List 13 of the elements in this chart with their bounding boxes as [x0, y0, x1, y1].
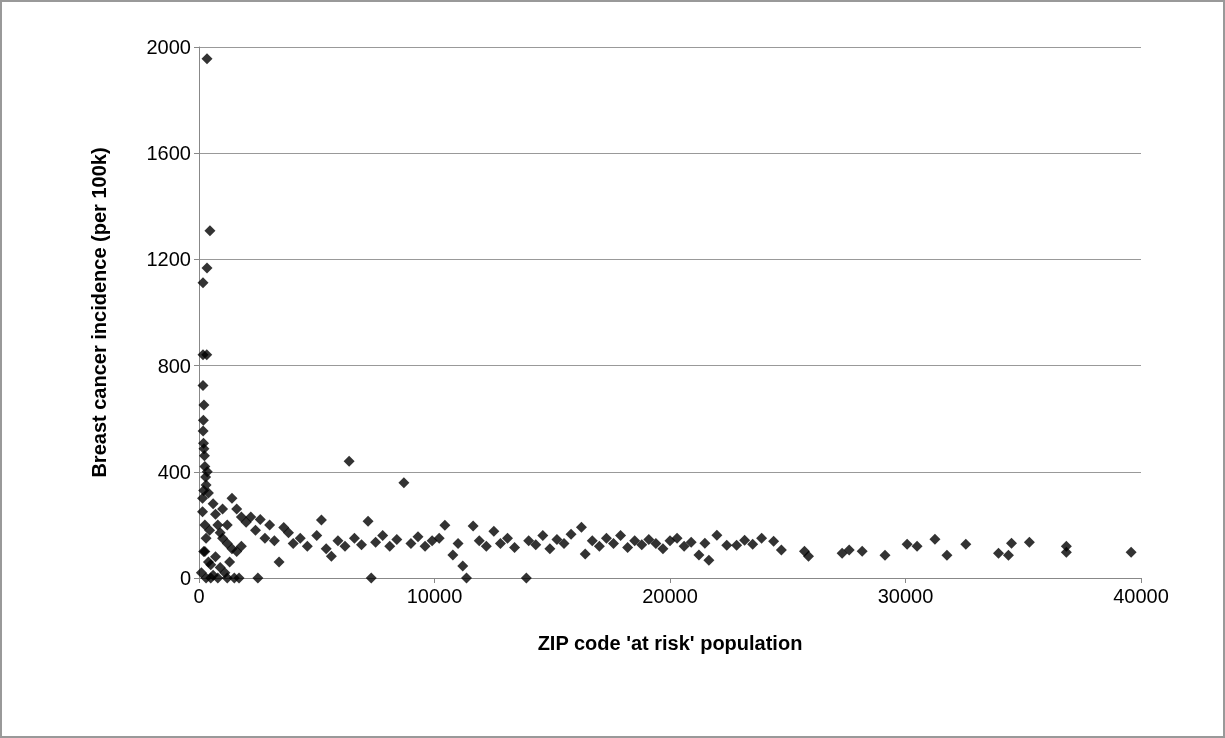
y-tick-label: 2000 — [146, 36, 191, 58]
x-axis-title: ZIP code 'at risk' population — [537, 632, 803, 654]
x-tick-label: 0 — [193, 585, 205, 607]
y-tick-label: 400 — [157, 460, 191, 483]
y-tick-label: 1200 — [146, 248, 191, 271]
x-tick-label: 30000 — [877, 585, 934, 607]
y-tick-label: 1600 — [146, 142, 191, 165]
x-tick-label: 20000 — [642, 585, 698, 607]
y-tick-label: 800 — [157, 354, 191, 377]
y-axis-title: Breast cancer incidence (per 100k) — [88, 147, 110, 478]
x-tick-label: 40000 — [1113, 585, 1169, 607]
y-tick-label: 0 — [179, 567, 191, 589]
x-tick-label: 10000 — [406, 585, 463, 607]
